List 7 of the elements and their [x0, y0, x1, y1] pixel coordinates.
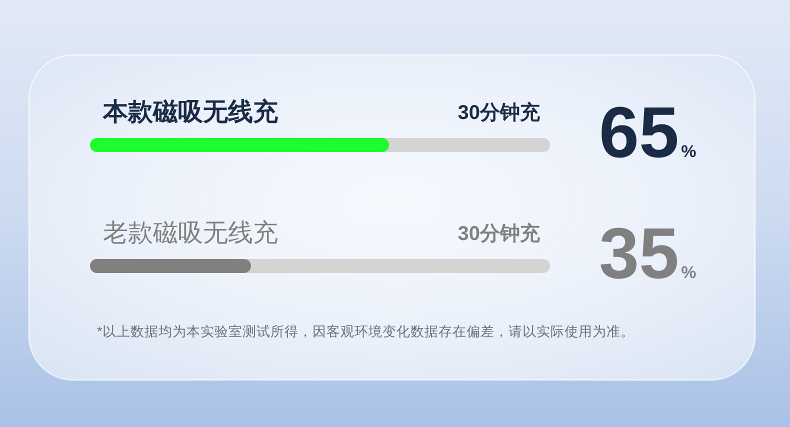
annotation: 30分钟充	[458, 101, 541, 124]
annotation: 30分钟充	[458, 222, 541, 245]
data-label: 65%	[599, 93, 696, 173]
y-tick-label: 老款磁吸无线充	[103, 219, 278, 247]
data-label: 35%	[599, 214, 696, 294]
text: *以上数据均为本实验室测试所得，因客观环境变化数据存在偏差，请以实际使用为准。	[97, 324, 634, 339]
y-tick-label: 本款磁吸无线充	[102, 98, 279, 126]
